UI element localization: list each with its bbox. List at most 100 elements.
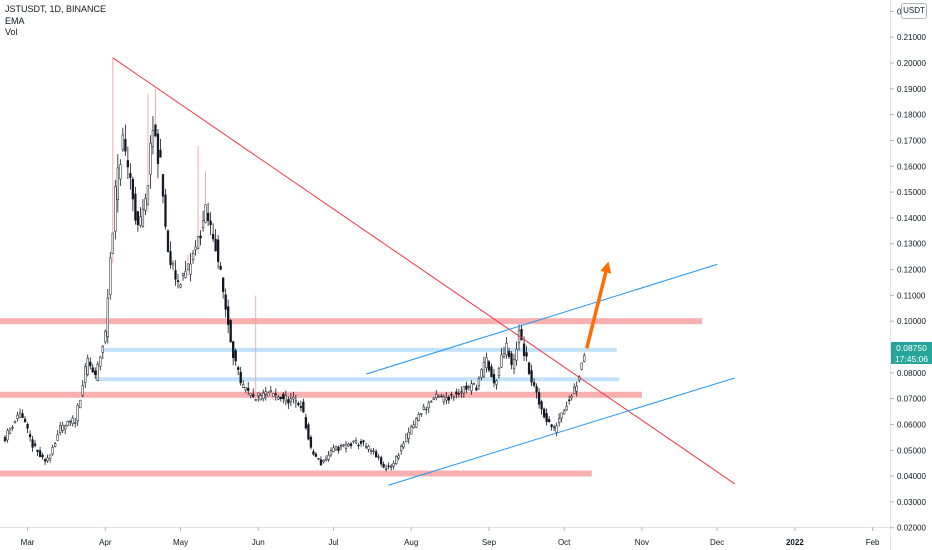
projection-arrow[interactable]	[585, 261, 612, 349]
candle-body-21[interactable]	[56, 434, 59, 441]
candle-body-104[interactable]	[264, 391, 267, 395]
candle-body-117[interactable]	[297, 403, 300, 406]
channel-trendline-1[interactable]	[365, 263, 718, 375]
candle-body-146[interactable]	[369, 450, 373, 452]
candle-body-145[interactable]	[367, 445, 370, 450]
candle-body-36[interactable]	[94, 370, 97, 376]
candle-body-160[interactable]	[405, 433, 408, 443]
candle-body-194[interactable]	[490, 366, 493, 378]
candle-body-41[interactable]	[106, 297, 109, 337]
candle-body-86[interactable]	[219, 265, 222, 270]
candle-body-118[interactable]	[299, 406, 303, 408]
candle-body-166[interactable]	[420, 413, 423, 415]
candle-body-22[interactable]	[59, 425, 62, 433]
horizontal-zone-1[interactable]	[0, 391, 642, 398]
candle-body-179[interactable]	[452, 395, 455, 398]
candle-body-127[interactable]	[322, 460, 325, 463]
candle-body-72[interactable]	[184, 270, 187, 278]
candle-body-184[interactable]	[465, 385, 468, 390]
candle-body-204[interactable]	[515, 348, 518, 361]
candle-body-141[interactable]	[357, 444, 360, 447]
candle-body-149[interactable]	[377, 456, 380, 458]
candle-body-167[interactable]	[422, 406, 425, 410]
candle-body-196[interactable]	[495, 380, 498, 385]
horizontal-zone-4[interactable]	[95, 377, 620, 382]
candle-body-161[interactable]	[407, 432, 410, 440]
candle-body-144[interactable]	[364, 446, 368, 448]
candle-body-11[interactable]	[31, 439, 34, 448]
candle-body-4[interactable]	[13, 420, 17, 423]
candle-body-193[interactable]	[487, 361, 491, 371]
candle-body-156[interactable]	[395, 456, 398, 464]
candle-body-62[interactable]	[159, 149, 162, 158]
candle-body-71[interactable]	[181, 272, 185, 276]
candle-body-5[interactable]	[16, 414, 19, 419]
candle-body-31[interactable]	[81, 385, 84, 396]
candle-body-155[interactable]	[392, 463, 395, 467]
candle-body-108[interactable]	[274, 393, 277, 395]
candle-body-64[interactable]	[164, 194, 167, 227]
candle-body-1[interactable]	[6, 430, 9, 441]
candle-body-135[interactable]	[342, 444, 345, 447]
candle-body-82[interactable]	[209, 220, 212, 225]
candle-body-47[interactable]	[121, 134, 125, 150]
candle-body-85[interactable]	[216, 239, 220, 262]
candle-body-91[interactable]	[232, 341, 235, 358]
candle-body-181[interactable]	[457, 393, 461, 395]
candle-body-208[interactable]	[525, 352, 528, 357]
candle-body-54[interactable]	[139, 216, 142, 226]
candle-body-83[interactable]	[211, 233, 215, 240]
candle-body-33[interactable]	[86, 357, 89, 375]
candle-body-213[interactable]	[537, 392, 541, 405]
candle-body-42[interactable]	[109, 257, 112, 295]
candle-body-138[interactable]	[349, 443, 353, 446]
candle-body-186[interactable]	[470, 383, 473, 392]
candle-body-202[interactable]	[510, 353, 513, 365]
candle-body-29[interactable]	[76, 404, 79, 422]
candle-body-30[interactable]	[79, 399, 82, 409]
candle-body-23[interactable]	[61, 424, 64, 431]
candle-body-105[interactable]	[267, 392, 270, 397]
candle-body-171[interactable]	[432, 397, 435, 400]
candle-body-16[interactable]	[43, 459, 47, 462]
candle-body-134[interactable]	[339, 445, 343, 447]
candle-body-224[interactable]	[565, 406, 568, 411]
candle-body-6[interactable]	[18, 412, 22, 418]
candle-body-53[interactable]	[136, 211, 140, 226]
candle-body-100[interactable]	[254, 399, 257, 401]
candle-body-95[interactable]	[242, 384, 245, 388]
candle-body-60[interactable]	[154, 124, 157, 137]
candle-body-177[interactable]	[447, 396, 450, 401]
candle-body-19[interactable]	[51, 447, 54, 455]
candle-body-231[interactable]	[583, 355, 586, 362]
candle-body-178[interactable]	[450, 394, 453, 396]
horizontal-zone-3[interactable]	[102, 347, 617, 352]
candle-body-142[interactable]	[359, 441, 363, 444]
candle-body-103[interactable]	[262, 392, 265, 399]
candle-body-65[interactable]	[166, 230, 170, 253]
candle-body-10[interactable]	[28, 434, 32, 438]
candle-body-131[interactable]	[332, 447, 335, 452]
candle-body-153[interactable]	[387, 465, 390, 467]
candle-body-81[interactable]	[206, 212, 210, 221]
candle-body-130[interactable]	[329, 450, 333, 456]
candle-body-174[interactable]	[440, 395, 443, 398]
candle-body-216[interactable]	[545, 413, 548, 422]
candle-body-192[interactable]	[485, 357, 488, 369]
candle-body-157[interactable]	[397, 455, 400, 459]
candle-body-128[interactable]	[324, 458, 328, 462]
candle-body-150[interactable]	[379, 457, 383, 465]
candle-body-13[interactable]	[36, 449, 39, 452]
candle-body-7[interactable]	[21, 413, 24, 418]
candle-body-191[interactable]	[482, 362, 486, 377]
plot-area[interactable]	[0, 57, 735, 486]
candle-body-45[interactable]	[116, 167, 119, 200]
candle-body-159[interactable]	[402, 443, 405, 448]
candle-body-119[interactable]	[302, 401, 305, 413]
candle-body-164[interactable]	[415, 418, 418, 428]
candle-body-20[interactable]	[54, 443, 57, 447]
candle-body-56[interactable]	[144, 198, 147, 211]
candle-body-203[interactable]	[512, 359, 516, 369]
candle-body-206[interactable]	[520, 329, 523, 341]
candle-body-199[interactable]	[502, 353, 506, 357]
